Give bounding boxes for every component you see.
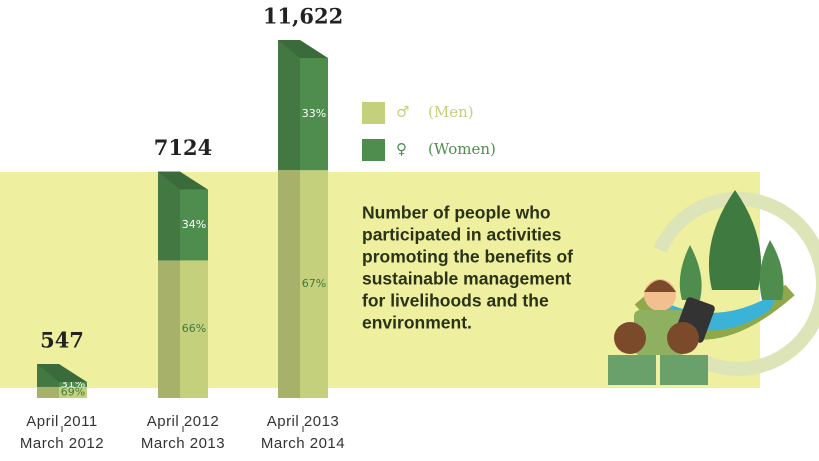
value-label: 69% xyxy=(61,385,85,398)
bar-segment xyxy=(300,170,328,398)
bar-segment-left xyxy=(158,260,180,398)
bar-segment xyxy=(180,260,208,398)
x-tick-label: March 2012 xyxy=(20,435,104,452)
x-tick-label: March 2014 xyxy=(261,435,345,452)
description: environment. xyxy=(362,313,472,333)
bar-segment xyxy=(59,386,87,398)
description: sustainable management xyxy=(362,269,571,289)
description: Number of people who xyxy=(362,203,551,223)
legend-label: (Men) xyxy=(428,103,474,121)
legend-symbol: ♀ xyxy=(396,140,407,158)
legend: ♂ (Men) ♀ (Women) xyxy=(362,102,496,161)
bar-segment-left xyxy=(158,171,180,261)
value-label: 33% xyxy=(302,107,326,120)
bar-top xyxy=(37,363,87,382)
description: participated in activities xyxy=(362,225,562,245)
total-label: 7124 xyxy=(154,135,212,160)
legend-label: (Women) xyxy=(428,140,496,158)
bar-segment-left xyxy=(278,170,300,398)
illustration xyxy=(608,190,819,385)
bar-top xyxy=(278,40,328,58)
legend-swatch xyxy=(362,102,385,124)
legend-symbol: ♂ xyxy=(396,103,409,121)
value-label: 66% xyxy=(182,322,206,335)
description: promoting the benefits of xyxy=(362,247,573,267)
bar-segment-left xyxy=(37,386,59,398)
description: for livelihoods and the xyxy=(362,291,549,311)
bar-top xyxy=(158,171,208,190)
total-label: 547 xyxy=(40,327,84,352)
legend-swatch xyxy=(362,139,385,161)
bar-segment-left xyxy=(278,40,300,171)
bar-segment xyxy=(180,189,208,261)
value-label: 67% xyxy=(302,277,326,290)
x-tick-label: March 2013 xyxy=(141,435,225,452)
bar-segment xyxy=(300,58,328,171)
bar-segment xyxy=(59,381,87,387)
x-tick-label: April 2013 xyxy=(267,413,340,430)
value-label: 34% xyxy=(182,218,206,231)
total-label: 11,622 xyxy=(263,4,343,29)
x-tick-label: April 2012 xyxy=(147,413,220,430)
x-tick-label: April 2011 xyxy=(26,413,97,430)
